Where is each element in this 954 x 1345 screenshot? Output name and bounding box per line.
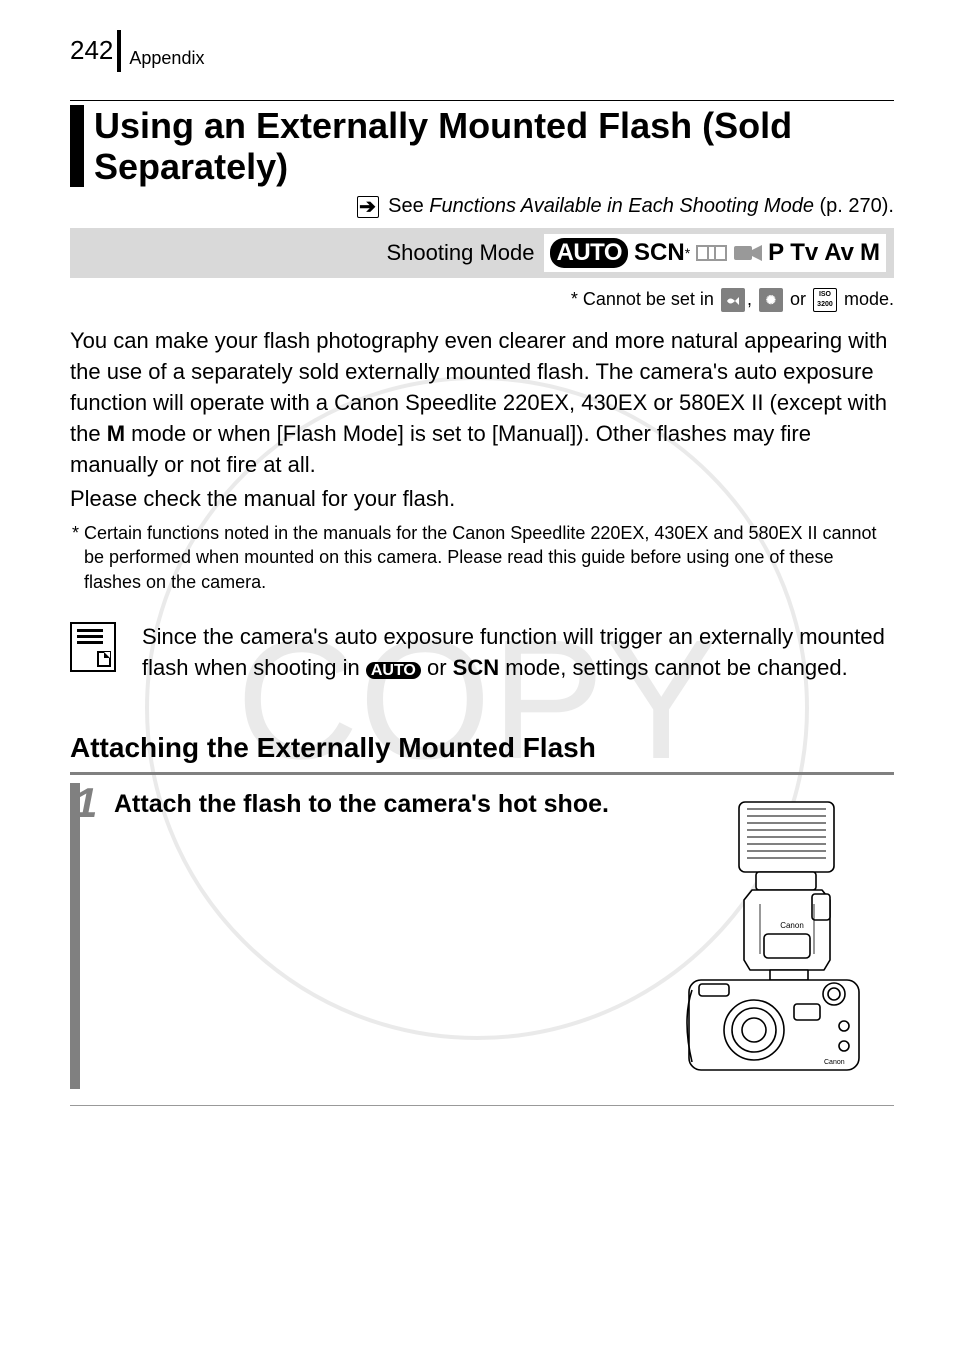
note-text: Since the camera's auto exposure functio…	[142, 622, 894, 684]
mode-stitch-icon	[696, 242, 728, 264]
step-title: Attach the flash to the camera's hot sho…	[114, 789, 614, 1089]
note-icon	[70, 622, 116, 672]
mode-p-icon: P	[768, 239, 784, 267]
cross-ref-link: Functions Available in Each Shooting Mod…	[429, 195, 814, 217]
section-label: Appendix	[127, 48, 204, 72]
step-illustration: Canon	[634, 789, 894, 1089]
shooting-mode-icons: AUTO SCN* P Tv Av M	[544, 234, 886, 272]
auto-inline-icon: AUTO	[366, 662, 421, 679]
cross-reference: ➔ See Functions Available in Each Shooti…	[70, 195, 894, 218]
step-1: 1 Attach the flash to the camera's hot s…	[70, 783, 894, 1106]
m-mode-inline-icon: M	[107, 421, 125, 446]
subheading: Attaching the Externally Mounted Flash	[70, 732, 894, 775]
title-accent-bar	[70, 105, 84, 188]
cross-ref-prefix: See	[388, 195, 429, 217]
svg-text:Canon: Canon	[780, 921, 804, 930]
svg-text:Canon: Canon	[824, 1059, 845, 1066]
mode-auto-icon: AUTO	[550, 238, 628, 268]
mode-footnote: * Cannot be set in , ✺ or ISO3200 mode.	[70, 288, 894, 312]
iso3200-mode-icon: ISO3200	[813, 288, 837, 312]
body-paragraph-2: Please check the manual for your flash.	[70, 484, 894, 515]
cross-ref-suffix: (p. 270).	[814, 195, 894, 217]
note-box: Since the camera's auto exposure functio…	[70, 622, 894, 684]
mode-movie-icon	[734, 242, 762, 264]
aquarium-mode-icon	[721, 288, 745, 312]
page-header: 242 Appendix	[70, 30, 894, 72]
mode-m-icon: M	[860, 239, 880, 267]
shooting-mode-bar: Shooting Mode AUTO SCN* P Tv	[70, 228, 894, 278]
mode-tv-icon: Tv	[790, 239, 818, 267]
mode-scn-icon: SCN*	[634, 239, 690, 267]
scn-inline-icon: SCN	[453, 655, 499, 680]
body-paragraph-1: You can make your flash photography even…	[70, 326, 894, 480]
mode-av-icon: Av	[824, 239, 854, 267]
arrow-icon: ➔	[357, 196, 379, 218]
shooting-mode-label: Shooting Mode	[386, 240, 544, 266]
page-number: 242	[70, 30, 121, 72]
page-title: Using an Externally Mounted Flash (Sold …	[94, 105, 894, 188]
page-title-row: Using an Externally Mounted Flash (Sold …	[70, 100, 894, 188]
fireworks-mode-icon: ✺	[759, 288, 783, 312]
asterisk-note: * Certain functions noted in the manuals…	[70, 521, 894, 594]
step-number: 1	[74, 779, 114, 1089]
